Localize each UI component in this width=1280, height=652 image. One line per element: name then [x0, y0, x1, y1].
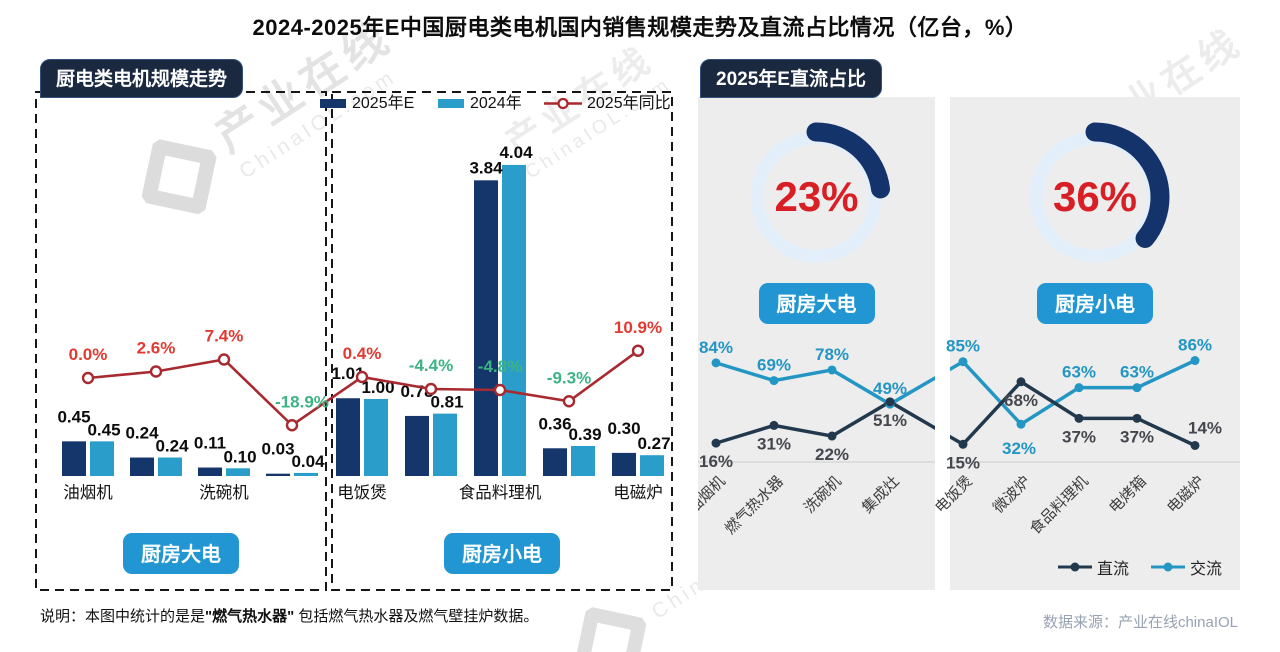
- yoy-marker-燃气热水器: [149, 365, 163, 378]
- yoy-label-电烤箱: -9.3%: [547, 368, 591, 387]
- value-label-2025e-油烟机: 0.45: [57, 407, 90, 426]
- yoy-line: [87, 349, 639, 427]
- bar-2025e-燃气热水器: [130, 457, 154, 476]
- dashed-box-kitchen-small: [331, 91, 673, 591]
- dc-share-large-value: 23%: [774, 173, 859, 220]
- ac-line-marker-icon: [1151, 562, 1186, 572]
- yoy-label-燃气热水器: 2.6%: [137, 339, 176, 358]
- value-label-2024-燃气热水器: 0.24: [155, 437, 189, 456]
- legend-item-ac: 交流: [1151, 555, 1222, 579]
- x-label-油烟机: 油烟机: [63, 483, 113, 502]
- x-label-食品料理机: 食品料理机: [459, 483, 542, 502]
- yoy-marker-洗碗机: [217, 353, 231, 366]
- bar-2025e-集成灶: [266, 473, 290, 476]
- left-section-header: 厨电类电机规模走势: [40, 59, 244, 98]
- card-kitchen-large: 23% 厨房大电: [698, 97, 935, 590]
- x-label-电磁炉: 电磁炉: [613, 483, 663, 502]
- bar-2024-电磁炉: [640, 455, 664, 476]
- legend-label-ac: 交流: [1190, 561, 1223, 578]
- donut-dc-share-small: [1020, 122, 1170, 272]
- footnote: 说明：本图中统计的是是"燃气热水器" 包括燃气热水器及燃气壁挂炉数据。: [40, 605, 538, 626]
- yoy-marker-微波炉: [424, 382, 438, 396]
- donut-arc-厨房小电: [1020, 122, 1170, 272]
- yoy-marker-集成灶: [285, 419, 299, 432]
- value-label-2025e-电饭煲: 1.01: [331, 364, 364, 383]
- bar-2025e-微波炉: [405, 415, 429, 476]
- value-label-2025e-集成灶: 0.03: [261, 440, 294, 459]
- legend-item-dc: 直流: [1058, 555, 1129, 579]
- badge-kitchen-small-appliances: 厨房小电: [1037, 283, 1153, 324]
- bar-2025e-油烟机: [62, 441, 86, 476]
- page-title: 2024-2025年E中国厨电类电机国内销售规模走势及直流占比情况（亿台，%）: [252, 15, 1028, 40]
- watermark: ChinaIOL.com: [555, 482, 829, 652]
- yoy-label-洗碗机: 7.4%: [205, 327, 244, 346]
- value-label-2025e-微波炉: 0.78: [400, 382, 433, 401]
- yoy-label-电饭煲: 0.4%: [343, 344, 382, 363]
- value-label-2024-电饭煲: 1.00: [361, 378, 394, 397]
- badge-kitchen-large-appliances: 厨房大电: [123, 533, 239, 574]
- legend-label-dc: 直流: [1097, 561, 1130, 578]
- bar-2024-集成灶: [294, 472, 318, 476]
- donut-arc-厨房大电: [741, 122, 891, 272]
- yoy-label-电磁炉: 10.9%: [614, 318, 662, 337]
- donut-dc-share-large: [741, 122, 891, 272]
- x-label-电饭煲: 电饭煲: [337, 483, 387, 502]
- card-kitchen-small: 36% 厨房小电: [950, 97, 1240, 590]
- badge-kitchen-large-appliances: 厨房大电: [758, 283, 875, 324]
- x-label-洗碗机: 洗碗机: [199, 483, 249, 502]
- yoy-label-微波炉: -4.4%: [409, 356, 453, 375]
- value-label-2024-洗碗机: 0.10: [223, 447, 256, 466]
- bar-2025e-电饭煲: [336, 398, 360, 476]
- right-section-header: 2025年E直流占比: [700, 59, 882, 98]
- dc-line-marker-icon: [1058, 562, 1092, 572]
- value-label-2025e-电烤箱: 0.36: [538, 414, 571, 433]
- bar-2024-微波炉: [433, 413, 457, 476]
- yoy-marker-油烟机: [81, 371, 95, 385]
- watermark-logo: [573, 606, 648, 652]
- value-label-2024-电磁炉: 0.27: [637, 434, 670, 453]
- value-label-2024-电烤箱: 0.39: [568, 425, 601, 444]
- value-label-2025e-燃气热水器: 0.24: [125, 424, 159, 443]
- bar-2024-洗碗机: [226, 468, 250, 476]
- badge-kitchen-small-appliances: 厨房小电: [444, 533, 560, 574]
- bar-2025e-电烤箱: [543, 448, 567, 476]
- bar-2024-电烤箱: [571, 445, 595, 476]
- value-label-2025e-食品料理机: 3.84: [469, 158, 503, 177]
- data-source: 数据来源：产业在线chinaIOL: [1042, 614, 1238, 631]
- bar-2024-电饭煲: [364, 399, 388, 476]
- yoy-label-食品料理机: -4.8%: [478, 357, 522, 376]
- bar-2025e-食品料理机: [474, 180, 498, 476]
- dc-share-small-value: 36%: [1052, 173, 1138, 220]
- legend-swatch-2024: [438, 99, 464, 108]
- yoy-marker-电磁炉: [631, 344, 645, 357]
- bar-2024-油烟机: [90, 441, 114, 476]
- bar-2025e-电磁炉: [612, 452, 636, 476]
- footnote-bold: "燃气热水器": [205, 608, 295, 625]
- bar-2024-燃气热水器: [158, 457, 182, 476]
- footnote-suffix: 包括燃气热水器及燃气壁挂炉数据。: [294, 608, 539, 625]
- value-label-2025e-电磁炉: 0.30: [607, 419, 640, 438]
- yoy-marker-食品料理机: [493, 383, 507, 397]
- watermark: 产业在线 ChinaIOL.com: [497, 37, 676, 184]
- yoy-label-油烟机: 0.0%: [69, 345, 108, 364]
- value-label-2024-微波炉: 0.81: [430, 393, 463, 412]
- bar-2024-食品料理机: [502, 164, 526, 477]
- value-label-2024-集成灶: 0.04: [291, 452, 325, 471]
- value-label-2024-油烟机: 0.45: [87, 420, 120, 439]
- bar-2025e-洗碗机: [198, 467, 222, 476]
- value-label-2025e-洗碗机: 0.11: [194, 434, 226, 453]
- yoy-marker-电烤箱: [562, 395, 576, 408]
- yoy-marker-电饭煲: [355, 370, 369, 384]
- yoy-label-集成灶: -18.9%: [275, 392, 329, 411]
- line-chart-legend: 直流 交流: [1058, 555, 1222, 579]
- footnote-prefix: 说明：本图中统计的是是: [40, 608, 206, 625]
